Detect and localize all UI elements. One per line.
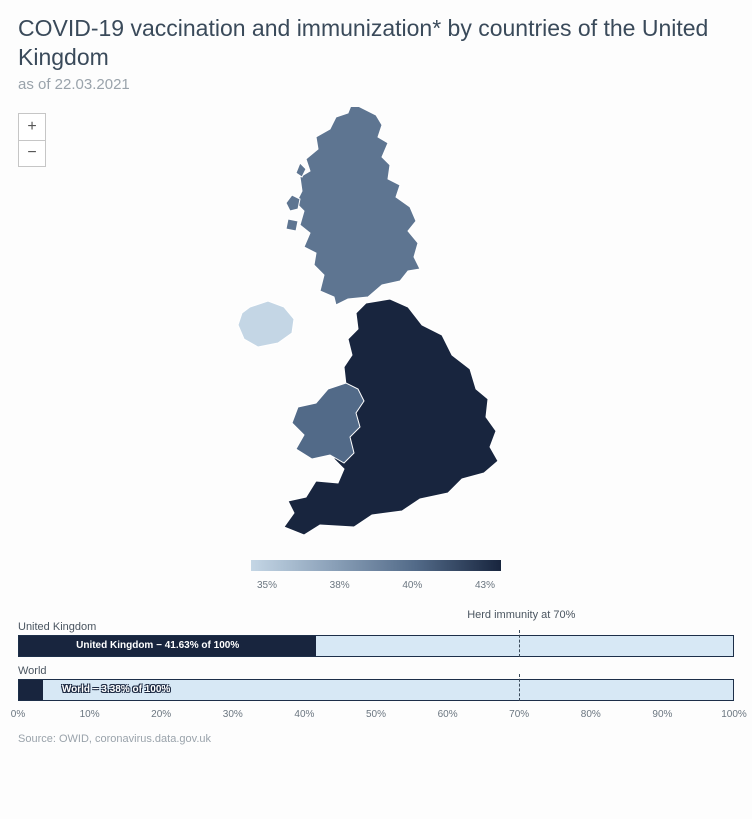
herd-immunity-tick: [519, 630, 520, 657]
axis-tick: 100%: [721, 709, 747, 720]
zoom-controls: + −: [18, 113, 46, 167]
axis-tick: 40%: [294, 709, 314, 720]
source-text: Source: OWID, coronavirus.data.gov.uk: [18, 733, 734, 745]
axis-tick: 70%: [509, 709, 529, 720]
legend-ticks: 35% 38% 40% 43%: [251, 580, 501, 591]
page-subtitle: as of 22.03.2021: [18, 76, 734, 93]
bar-label: World: [18, 665, 734, 677]
legend-gradient: [251, 560, 501, 571]
region-scotland[interactable]: [296, 107, 420, 305]
bar-track: United Kingdom − 41.63% of 100%: [18, 635, 734, 657]
uk-map[interactable]: [196, 107, 556, 557]
axis-tick: 0%: [11, 709, 25, 720]
bar-value-text: United Kingdom − 41.63% of 100%: [76, 636, 239, 656]
legend-tick: 40%: [402, 580, 422, 591]
bar-value-text: World − 3.38% of 100%: [62, 680, 170, 700]
axis-tick: 50%: [366, 709, 386, 720]
bar-fill: [19, 680, 43, 700]
legend-tick: 38%: [330, 580, 350, 591]
region-wales[interactable]: [292, 383, 364, 463]
axis-tick: 30%: [223, 709, 243, 720]
axis-tick: 60%: [438, 709, 458, 720]
zoom-out-button[interactable]: −: [19, 140, 45, 166]
bar-chart: Herd immunity at 70%United KingdomUnited…: [18, 609, 734, 727]
axis-tick: 10%: [80, 709, 100, 720]
x-axis: 0%10%20%30%40%50%60%70%80%90%100%: [18, 709, 734, 727]
axis-tick: 80%: [581, 709, 601, 720]
herd-immunity-label: Herd immunity at 70%: [18, 609, 734, 621]
map-legend: 35% 38% 40% 43%: [251, 560, 501, 591]
bar-group: World World − 3.38% of 100%: [18, 665, 734, 701]
bar-label: United Kingdom: [18, 621, 734, 633]
bar-track: World − 3.38% of 100%: [18, 679, 734, 701]
legend-tick: 35%: [257, 580, 277, 591]
herd-immunity-tick: [519, 674, 520, 701]
map-area: + − 35% 38% 40%: [18, 107, 734, 597]
region-northern-ireland[interactable]: [238, 301, 294, 347]
bar-group: United Kingdom United Kingdom − 41.63% of…: [18, 621, 734, 657]
legend-tick: 43%: [475, 580, 495, 591]
axis-tick: 90%: [652, 709, 672, 720]
zoom-in-button[interactable]: +: [19, 114, 45, 140]
page-title: COVID-19 vaccination and immunization* b…: [18, 14, 734, 72]
axis-tick: 20%: [151, 709, 171, 720]
